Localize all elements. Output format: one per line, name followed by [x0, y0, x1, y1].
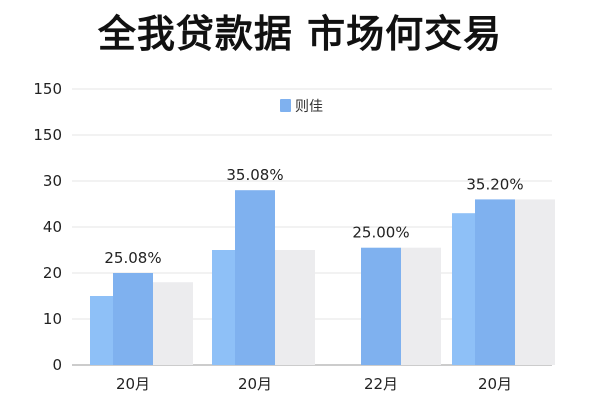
- y-tick-label: 30: [43, 172, 62, 190]
- data-label: 25.08%: [104, 249, 161, 267]
- chart-title: 全我贷款据 市场何交易: [97, 12, 503, 56]
- bar-series-3: [153, 282, 193, 365]
- x-tick-label: 20月: [116, 375, 150, 393]
- y-tick-label: 20: [43, 264, 62, 282]
- y-axis-ticks: 0 10 20 40 30 150 150: [33, 80, 62, 374]
- data-label: 35.08%: [226, 166, 283, 184]
- data-label: 25.00%: [352, 224, 409, 242]
- bar-series-1: [452, 213, 475, 365]
- legend-swatch: [280, 99, 291, 112]
- bar-series-2: [361, 247, 401, 365]
- bar-series-3: [401, 247, 441, 365]
- y-tick-label: 0: [52, 356, 62, 374]
- data-labels: 25.08% 35.08% 25.00% 35.20%: [104, 166, 523, 267]
- y-tick-label: 150: [33, 126, 62, 144]
- x-axis-ticks: 20月 20月 22月 20月: [116, 375, 512, 393]
- bar-series-3: [515, 199, 555, 365]
- data-label: 35.20%: [466, 175, 523, 193]
- legend-label: 则佳: [295, 99, 323, 115]
- y-tick-label: 150: [33, 80, 62, 98]
- y-tick-label: 40: [43, 218, 62, 236]
- y-tick-label: 10: [43, 310, 62, 328]
- bar-series-2: [475, 199, 515, 365]
- x-tick-label: 20月: [478, 375, 512, 393]
- x-tick-label: 20月: [238, 375, 272, 393]
- bar-series-2: [235, 190, 275, 365]
- x-tick-label: 22月: [364, 375, 398, 393]
- bars: [90, 190, 555, 365]
- bar-series-1: [212, 250, 235, 365]
- legend: 则佳: [280, 99, 323, 115]
- bar-series-2: [113, 273, 153, 365]
- bar-series-3: [275, 250, 315, 365]
- bar-series-1: [90, 296, 113, 365]
